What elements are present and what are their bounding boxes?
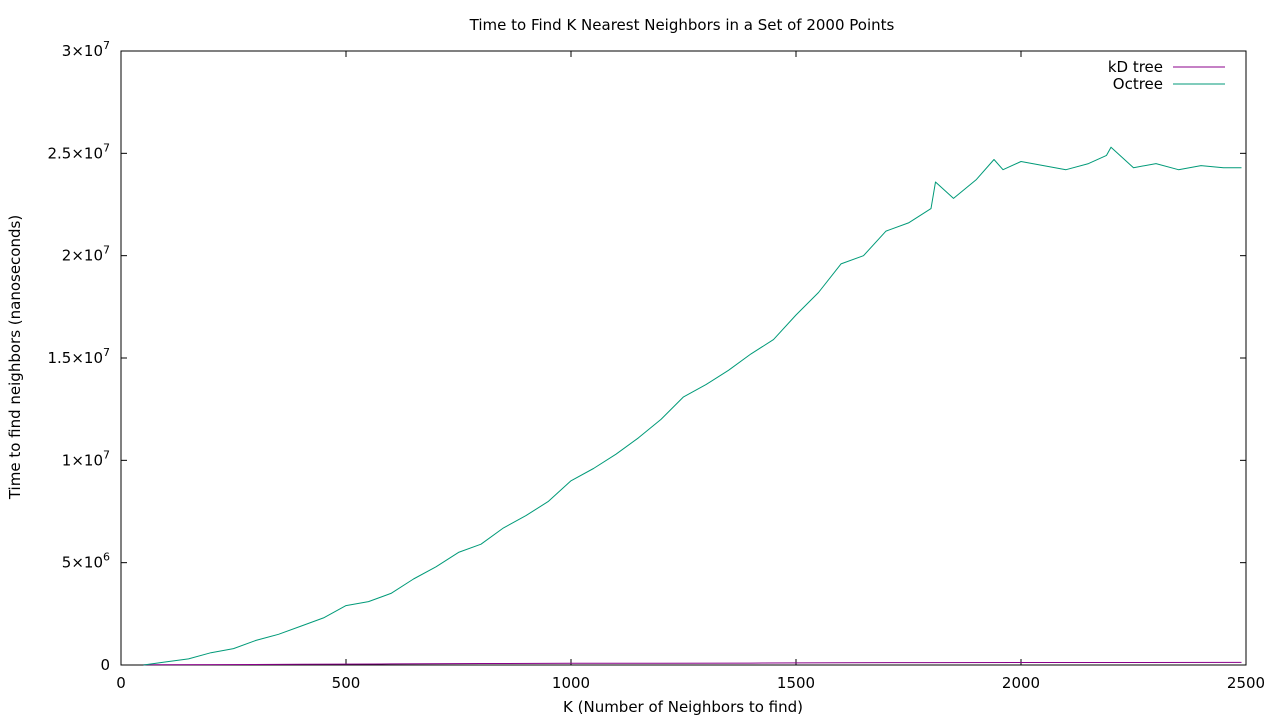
y-tick-label: 3×107 <box>62 39 110 60</box>
x-ticks: 0 500 1000 1500 2000 2500 <box>116 51 1265 692</box>
y-tick-mantissa: 3×10 <box>62 42 103 60</box>
x-tick-label: 2500 <box>1227 674 1265 692</box>
y-tick-label: 5×106 <box>62 551 110 572</box>
plot-frame <box>120 50 1247 666</box>
y-tick-exponent: 7 <box>103 39 110 52</box>
legend-label: kD tree <box>1108 58 1163 76</box>
series-line-octree <box>143 146 1242 666</box>
y-tick-exponent: 7 <box>103 346 110 359</box>
y-tick-mantissa: 0 <box>100 656 110 674</box>
legend-label: Octree <box>1113 75 1163 93</box>
y-tick-label: 2.5×107 <box>47 141 110 162</box>
y-tick-mantissa: 1.5×10 <box>47 349 103 367</box>
y-axis-label: Time to find neighbors (nanoseconds) <box>6 215 24 500</box>
y-tick-label: 1×107 <box>62 448 110 469</box>
y-tick-exponent: 7 <box>103 448 110 461</box>
x-axis-label: K (Number of Neighbors to find) <box>563 698 803 716</box>
y-tick-mantissa: 2×10 <box>62 247 103 265</box>
y-tick-mantissa: 1×10 <box>62 451 103 469</box>
x-tick-label: 500 <box>332 674 361 692</box>
y-tick-mantissa: 5×10 <box>62 554 103 572</box>
y-tick-mantissa: 2.5×10 <box>47 144 103 162</box>
chart-title: Time to Find K Nearest Neighbors in a Se… <box>469 16 895 34</box>
x-tick-label: 1000 <box>552 674 590 692</box>
y-tick-exponent: 7 <box>103 141 110 154</box>
x-tick-label: 0 <box>116 674 126 692</box>
x-tick-label: 2000 <box>1002 674 1040 692</box>
y-tick-exponent: 7 <box>103 244 110 257</box>
y-tick-label: 0 <box>100 656 110 674</box>
y-tick-label: 1.5×107 <box>47 346 110 367</box>
series-layer <box>143 146 1242 666</box>
series-line-kd-tree <box>143 661 1242 666</box>
x-tick-label: 1500 <box>777 674 815 692</box>
y-tick-label: 2×107 <box>62 244 110 265</box>
y-tick-exponent: 6 <box>103 551 110 564</box>
